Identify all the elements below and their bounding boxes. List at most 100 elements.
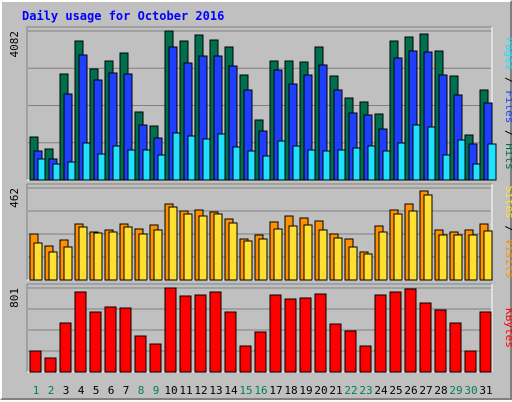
bar-sites-18 [288, 225, 298, 281]
x-tick-label-16: 16 [254, 384, 267, 397]
bar-sites-26 [408, 210, 418, 281]
bar-sites-1 [33, 242, 43, 281]
bar-kbytes-28 [434, 309, 447, 373]
y-axis-label-3: KBytes [503, 308, 512, 348]
bar-sites-25 [393, 213, 403, 281]
x-tick-label-30: 30 [464, 384, 477, 397]
x-tick-label-18: 18 [284, 384, 297, 397]
bar-sites-23 [363, 253, 373, 281]
x-tick-label-31: 31 [479, 384, 492, 397]
bar-sites-30 [468, 234, 478, 281]
bar-kbytes-20 [314, 293, 327, 373]
bar-sites-8 [138, 233, 148, 281]
bar-sites-9 [153, 229, 163, 281]
x-tick-label-4: 4 [78, 384, 85, 397]
bar-pages-31 [487, 143, 497, 181]
x-tick-label-24: 24 [374, 384, 388, 397]
bar-kbytes-10 [164, 287, 177, 373]
bar-kbytes-6 [104, 306, 117, 373]
x-tick-label-14: 14 [224, 384, 238, 397]
bar-sites-21 [333, 237, 343, 281]
bar-sites-15 [243, 240, 253, 281]
bar-sites-29 [453, 234, 463, 281]
x-tick-label-19: 19 [299, 384, 312, 397]
y-tick-label-3: 801 [8, 288, 21, 308]
x-tick-label-7: 7 [123, 384, 130, 397]
x-tick-label-11: 11 [179, 384, 192, 397]
bar-sites-20 [318, 229, 328, 281]
x-tick-label-29: 29 [449, 384, 462, 397]
bar-kbytes-15 [239, 345, 252, 373]
bar-sites-6 [108, 231, 118, 281]
bar-sites-27 [423, 194, 433, 281]
bar-sites-22 [348, 246, 358, 281]
bar-kbytes-29 [449, 322, 462, 373]
bar-sites-4 [78, 226, 88, 281]
x-tick-label-25: 25 [389, 384, 402, 397]
bar-sites-31 [483, 230, 493, 281]
bar-sites-3 [63, 246, 73, 281]
bar-sites-13 [213, 213, 223, 281]
chart-title: Daily usage for October 2016 [22, 9, 224, 23]
bar-kbytes-11 [179, 295, 192, 373]
bar-kbytes-9 [149, 343, 162, 373]
x-tick-label-28: 28 [434, 384, 447, 397]
bar-kbytes-19 [299, 297, 312, 373]
x-tick-label-6: 6 [108, 384, 115, 397]
x-tick-label-22: 22 [344, 384, 357, 397]
y-axis-label-2: Sites / Visits [503, 186, 512, 279]
bar-kbytes-13 [209, 291, 222, 373]
bar-sites-28 [438, 234, 448, 281]
x-tick-label-9: 9 [153, 384, 160, 397]
x-tick-label-15: 15 [239, 384, 252, 397]
bar-kbytes-23 [359, 345, 372, 373]
y-tick-label-1: 4082 [8, 31, 21, 58]
bar-kbytes-16 [254, 331, 267, 373]
bar-kbytes-5 [89, 311, 102, 373]
x-tick-label-23: 23 [359, 384, 372, 397]
bar-kbytes-2 [44, 357, 57, 373]
x-tick-label-26: 26 [404, 384, 417, 397]
bar-sites-24 [378, 231, 388, 281]
bar-kbytes-17 [269, 294, 282, 373]
x-tick-label-2: 2 [48, 384, 55, 397]
bar-kbytes-8 [134, 335, 147, 373]
y-axis-label-1: Pages / Files / Hits [503, 37, 512, 170]
x-tick-label-1: 1 [33, 384, 40, 397]
x-tick-label-21: 21 [329, 384, 342, 397]
bar-kbytes-25 [389, 291, 402, 373]
bar-sites-2 [48, 251, 58, 281]
bar-kbytes-4 [74, 291, 87, 373]
bar-kbytes-1 [29, 350, 42, 373]
x-tick-label-5: 5 [93, 384, 100, 397]
bar-kbytes-12 [194, 294, 207, 373]
x-tick-label-13: 13 [209, 384, 222, 397]
bar-kbytes-18 [284, 298, 297, 373]
x-tick-label-10: 10 [164, 384, 177, 397]
bar-sites-11 [183, 213, 193, 281]
bar-sites-19 [303, 224, 313, 281]
bar-kbytes-27 [419, 302, 432, 373]
bar-sites-14 [228, 222, 238, 281]
bar-kbytes-3 [59, 322, 72, 373]
bar-sites-16 [258, 238, 268, 281]
bar-kbytes-31 [479, 311, 492, 373]
bar-sites-12 [198, 215, 208, 281]
bar-kbytes-14 [224, 311, 237, 373]
x-tick-label-20: 20 [314, 384, 327, 397]
bar-kbytes-30 [464, 350, 477, 373]
bar-sites-10 [168, 206, 178, 281]
bar-kbytes-21 [329, 323, 342, 373]
x-tick-label-27: 27 [419, 384, 432, 397]
y-tick-label-2: 462 [8, 188, 21, 208]
x-tick-label-8: 8 [138, 384, 145, 397]
bar-sites-5 [93, 232, 103, 281]
x-tick-label-17: 17 [269, 384, 282, 397]
x-tick-label-3: 3 [63, 384, 70, 397]
bar-kbytes-26 [404, 288, 417, 373]
bar-kbytes-22 [344, 330, 357, 373]
bar-sites-7 [123, 226, 133, 281]
x-tick-label-12: 12 [194, 384, 207, 397]
